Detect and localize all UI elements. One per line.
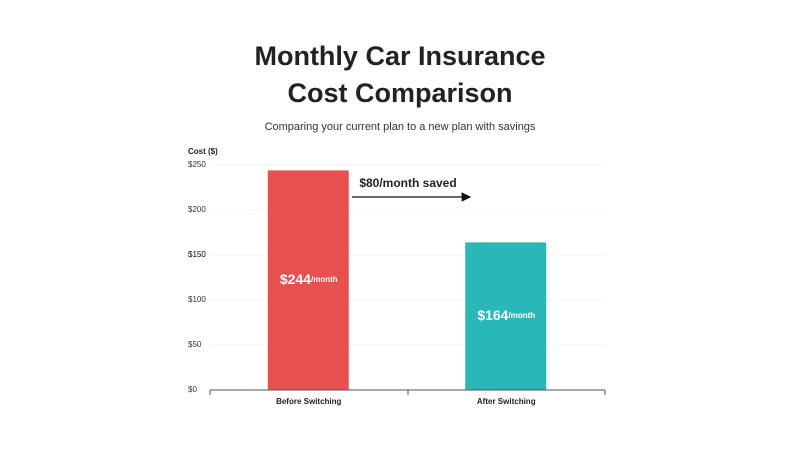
y-tick-label: $50 bbox=[188, 340, 202, 349]
y-tick-label: $0 bbox=[188, 385, 197, 394]
y-tick-label: $150 bbox=[188, 250, 206, 259]
y-axis-label: Cost ($) bbox=[188, 147, 218, 156]
value-label: $244/month bbox=[280, 271, 338, 287]
bar bbox=[267, 170, 349, 390]
y-tick-label: $200 bbox=[188, 205, 206, 214]
value-label-unit: /month bbox=[508, 311, 535, 320]
chart-title: Cost Comparison bbox=[287, 78, 512, 108]
annotation: $80/month saved bbox=[359, 176, 456, 190]
bar bbox=[465, 242, 547, 390]
value-label-number: $164 bbox=[477, 307, 508, 323]
value-label: $164/month bbox=[477, 307, 535, 323]
chart-title: Monthly Car Insurance bbox=[254, 41, 545, 71]
value-label-unit: /month bbox=[311, 275, 338, 284]
x-tick-label: Before Switching bbox=[276, 397, 341, 406]
y-tick-label: $100 bbox=[188, 295, 206, 304]
value-label-number: $244 bbox=[280, 271, 311, 287]
y-tick-label: $250 bbox=[188, 160, 206, 169]
plot bbox=[210, 164, 605, 390]
subtitle: Comparing your current plan to a new pla… bbox=[265, 121, 536, 133]
x-tick-label: After Switching bbox=[477, 397, 536, 406]
y-tick-label: $150 bbox=[188, 250, 206, 259]
